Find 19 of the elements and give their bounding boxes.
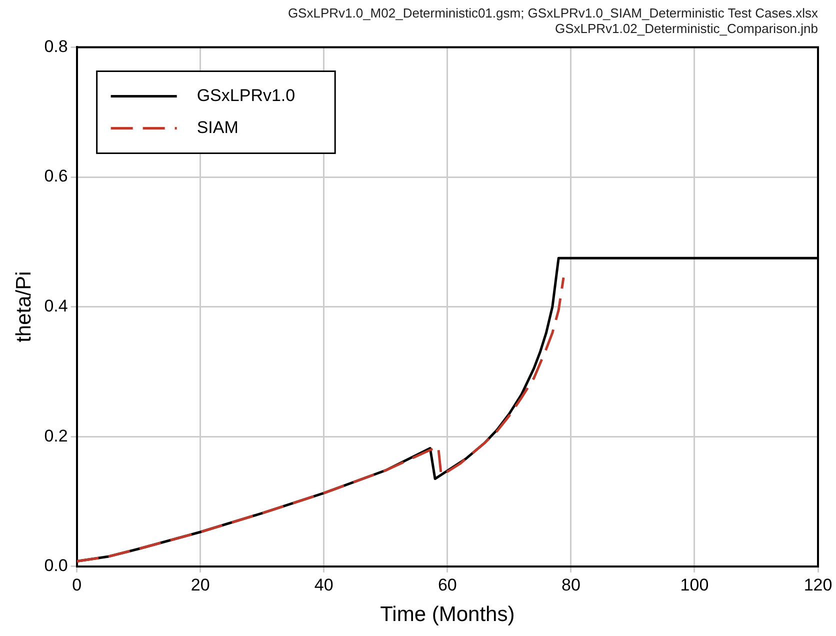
- y-axis-title: theta/Pi: [12, 271, 36, 342]
- y-tick-label: 0.4: [44, 296, 68, 316]
- chart-title: GSxLPRv1.0_M02_Deterministic01.gsm; GSxLPRv1.0_SIAM_Deterministic Test Cases.xlsx: [288, 5, 818, 20]
- chart-subtitle: GSxLPRv1.02_Deterministic_Comparison.jnb: [554, 20, 818, 36]
- x-tick-label: 40: [314, 575, 334, 594]
- legend-label: SIAM: [196, 118, 238, 137]
- x-tick-label: 100: [680, 575, 709, 594]
- y-tick-label: 0.0: [44, 556, 68, 576]
- y-tick-label: 0.6: [44, 166, 68, 186]
- x-axis-title: Time (Months): [380, 603, 515, 626]
- y-tick-label: 0.2: [44, 426, 68, 446]
- x-tick-label: 20: [190, 575, 210, 594]
- y-tick-label: 0.8: [44, 36, 68, 56]
- legend-label: GSxLPRv1.0: [196, 86, 296, 105]
- x-tick-label: 120: [804, 575, 832, 594]
- line-series: [76, 276, 565, 562]
- x-tick-label: 60: [438, 575, 457, 594]
- x-tick-label: 0: [72, 575, 82, 594]
- x-tick-label: 80: [561, 575, 580, 594]
